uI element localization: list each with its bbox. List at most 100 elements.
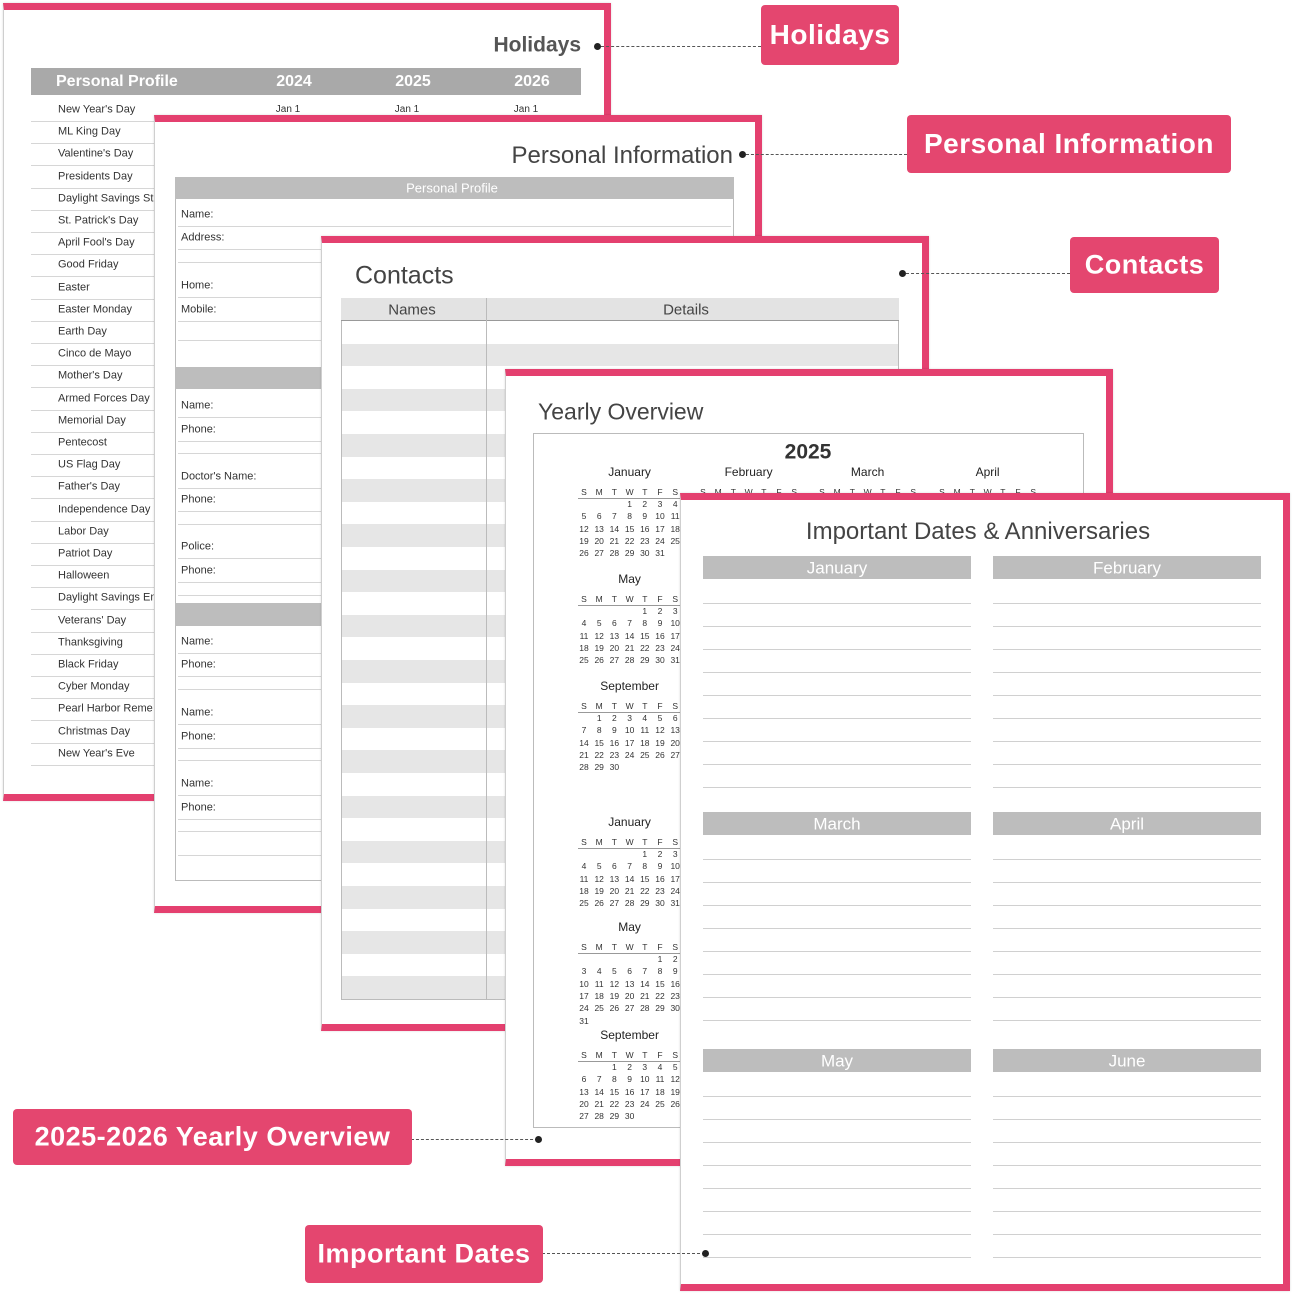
day-number: 25 — [579, 654, 589, 665]
day-number: 13 — [609, 873, 620, 884]
day-number: 14 — [624, 873, 635, 884]
weekday: T — [611, 941, 617, 952]
weekday: F — [776, 486, 782, 497]
entry-line — [703, 787, 971, 788]
holiday-name: St. Patrick's Day — [58, 214, 139, 227]
day-number: 21 — [579, 749, 589, 760]
connector-dot — [898, 269, 906, 277]
day-number: 3 — [672, 605, 678, 616]
holiday-name: Cyber Monday — [58, 680, 130, 693]
day-number: 26 — [670, 1098, 680, 1109]
entry-line — [993, 928, 1261, 929]
day-number: 30 — [624, 1110, 635, 1121]
day-number: 25 — [670, 535, 680, 546]
connector-dot — [593, 42, 601, 50]
day-number: 8 — [642, 861, 648, 872]
entry-line — [993, 787, 1261, 788]
month-title: April — [975, 465, 1000, 479]
day-number: 26 — [579, 547, 589, 558]
day-number: 26 — [594, 654, 604, 665]
weekday-line — [578, 848, 685, 849]
entry-line — [703, 1211, 971, 1212]
weekday: W — [625, 836, 634, 847]
connector-line — [746, 154, 907, 155]
day-number: 19 — [670, 1086, 680, 1097]
entry-line — [703, 951, 971, 952]
day-number: 17 — [579, 990, 589, 1001]
holiday-name: Christmas Day — [58, 725, 131, 738]
weekday: T — [642, 1049, 648, 1060]
entry-line — [993, 1234, 1261, 1235]
weekday: S — [700, 486, 706, 497]
entry-line — [703, 649, 971, 650]
weekday: S — [581, 941, 587, 952]
year-heading: 2025 — [784, 440, 832, 464]
weekday: F — [657, 486, 663, 497]
day-number: 7 — [581, 725, 587, 736]
day-number: 23 — [655, 642, 665, 653]
section-title: Personal Profile — [406, 180, 498, 196]
day-number: 24 — [655, 535, 665, 546]
weekday: T — [849, 486, 855, 497]
entry-line — [993, 1020, 1261, 1021]
entry-line — [703, 997, 971, 998]
holiday-name: Earth Day — [58, 325, 107, 338]
weekday: W — [625, 941, 634, 952]
holiday-name: New Year's Day — [58, 103, 136, 116]
day-number: 4 — [657, 1061, 663, 1072]
weekday: F — [657, 836, 663, 847]
day-number: 30 — [655, 654, 665, 665]
day-number: 19 — [655, 737, 665, 748]
weekday: M — [595, 836, 603, 847]
month-title: September — [600, 1028, 659, 1042]
day-number: 21 — [624, 642, 635, 653]
weekday: W — [744, 486, 753, 497]
day-number: 22 — [594, 749, 604, 760]
day-number: 26 — [655, 749, 665, 760]
holiday-name: Veterans' Day — [58, 614, 127, 627]
day-number: 20 — [624, 990, 635, 1001]
entry-line — [703, 1257, 971, 1258]
entry-line — [703, 1188, 971, 1189]
weekday: F — [657, 1049, 663, 1060]
holiday-name: Valentine's Day — [58, 147, 134, 160]
entry-line — [703, 882, 971, 883]
month-name: February — [1092, 558, 1162, 578]
day-number: 31 — [670, 654, 680, 665]
day-number: 10 — [670, 618, 680, 629]
callout-label: Personal Information — [923, 128, 1215, 159]
day-number: 7 — [612, 511, 617, 522]
field-label: Phone: — [181, 730, 216, 743]
weekday: M — [595, 593, 603, 604]
section-bar — [175, 177, 734, 199]
day-number: 5 — [672, 1061, 678, 1072]
day-number: 15 — [624, 523, 635, 534]
day-number: 13 — [670, 725, 680, 736]
entry-line — [993, 718, 1261, 719]
day-number: 23 — [670, 990, 680, 1001]
day-number: 8 — [627, 511, 632, 522]
weekday: F — [1015, 486, 1021, 497]
entry-line — [993, 882, 1261, 883]
month-bar — [703, 812, 971, 835]
weekday-line — [578, 953, 685, 954]
holiday-name: Halloween — [58, 569, 110, 582]
connector-dot — [701, 1249, 709, 1257]
page-title: Yearly Overview — [538, 398, 704, 425]
day-number: 1 — [642, 848, 648, 859]
callout-box — [761, 5, 899, 65]
weekday-line — [578, 498, 685, 499]
weekday: S — [819, 486, 825, 497]
weekday: S — [581, 700, 587, 711]
weekday: T — [642, 593, 648, 604]
entry-line — [993, 1165, 1261, 1166]
stripe — [342, 343, 898, 367]
weekday: W — [625, 486, 634, 497]
day-number: 18 — [579, 885, 589, 896]
entry-line — [993, 997, 1261, 998]
day-number: 15 — [594, 737, 604, 748]
day-number: 31 — [670, 897, 680, 908]
day-number: 18 — [655, 1086, 665, 1097]
day-number: 4 — [581, 618, 587, 629]
